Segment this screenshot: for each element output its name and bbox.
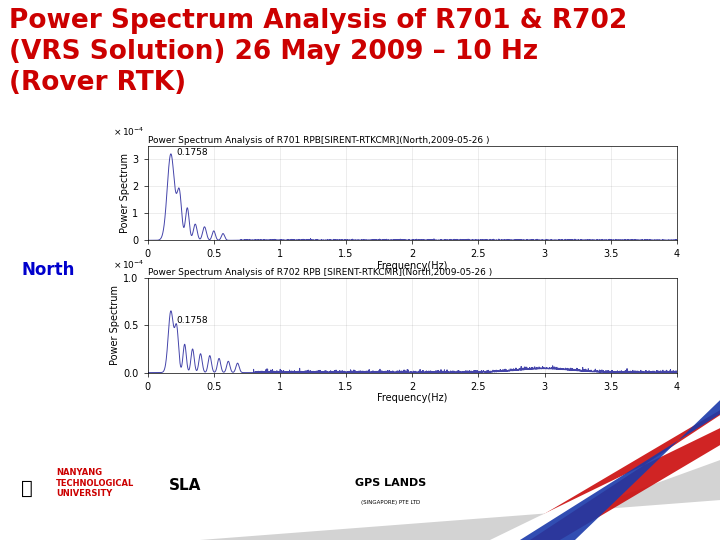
Text: Power Spectrum Analysis of R702 RPB [SIRENT-RTKCMR](North,2009-05-26 ): Power Spectrum Analysis of R702 RPB [SIR… (148, 268, 492, 278)
Text: (SINGAPORE) PTE LTD: (SINGAPORE) PTE LTD (361, 500, 420, 505)
Text: Power Spectrum Analysis of R701 & R702
(VRS Solution) 26 May 2009 – 10 Hz
(Rover: Power Spectrum Analysis of R701 & R702 (… (9, 8, 628, 96)
Text: North: North (22, 261, 75, 279)
Text: $\times\,10^{-4}$: $\times\,10^{-4}$ (113, 258, 145, 271)
Polygon shape (490, 415, 720, 540)
Text: SINGAPORE SATELLITE RESEARCH REFERENCE NETWORK: SINGAPORE SATELLITE RESEARCH REFERENCE N… (216, 505, 328, 510)
X-axis label: Frequency(Hz): Frequency(Hz) (377, 393, 447, 403)
Polygon shape (340, 410, 720, 540)
Text: GPS LANDS: GPS LANDS (355, 478, 426, 488)
Polygon shape (200, 460, 720, 540)
Y-axis label: Power Spectrum: Power Spectrum (110, 285, 120, 366)
Text: NANYANG
TECHNOLOGICAL
UNIVERSITY: NANYANG TECHNOLOGICAL UNIVERSITY (56, 468, 135, 498)
Text: 0.1758: 0.1758 (176, 316, 208, 326)
X-axis label: Frequency(Hz): Frequency(Hz) (377, 261, 447, 271)
Text: SiRENT: SiRENT (247, 480, 297, 492)
Text: SLA: SLA (169, 478, 202, 494)
Text: $\times\,10^{-4}$: $\times\,10^{-4}$ (113, 126, 145, 138)
Y-axis label: Power Spectrum: Power Spectrum (120, 153, 130, 233)
Polygon shape (520, 400, 720, 540)
Text: 0.1758: 0.1758 (176, 148, 208, 157)
Text: Power Spectrum Analysis of R701 RPB[SIRENT-RTKCMR](North,2009-05-26 ): Power Spectrum Analysis of R701 RPB[SIRE… (148, 136, 489, 145)
Text: 🦁: 🦁 (21, 479, 33, 498)
